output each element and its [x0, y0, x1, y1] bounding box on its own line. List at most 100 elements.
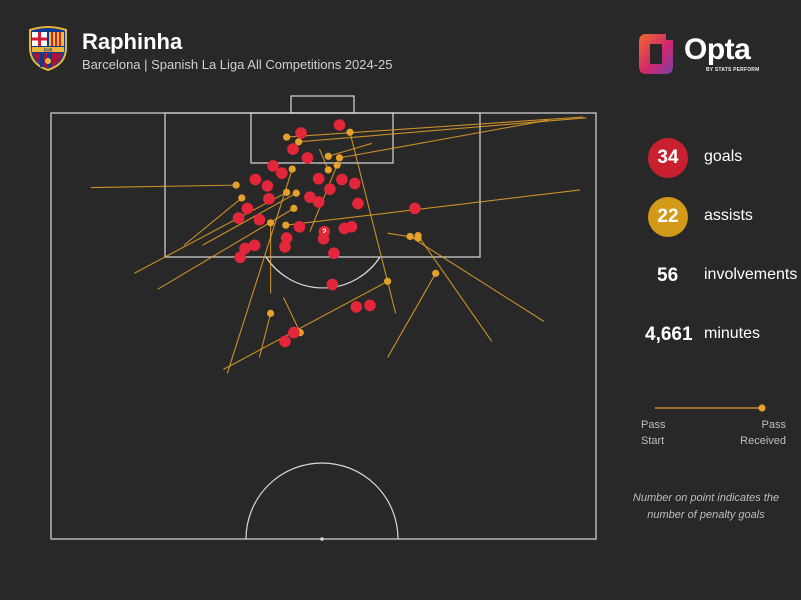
assist-pass-line-21 — [282, 297, 301, 333]
legend-end-line1: Pass — [761, 419, 786, 431]
assist-received-point-9 — [282, 221, 290, 229]
goal-point-35 — [288, 326, 300, 339]
assists-stat-circle: 22 — [648, 197, 688, 237]
assist-received-point-22 — [267, 309, 275, 317]
page-subtitle: Barcelona | Spanish La Liga All Competit… — [82, 57, 393, 72]
goal-point-31 — [234, 251, 246, 264]
involvements-label: involvements — [704, 266, 798, 283]
goal-layer: 2 — [232, 119, 421, 348]
assist-received-point-2 — [295, 138, 303, 146]
legend-pass-received: Pass Received — [720, 417, 786, 449]
assist-received-point-20 — [432, 269, 440, 277]
goal-point-11 — [261, 180, 274, 192]
assist-pass-line-13 — [349, 132, 397, 314]
assist-received-point-14 — [288, 165, 296, 173]
goal-point-7 — [312, 172, 325, 185]
assist-pass-line-22 — [258, 313, 272, 358]
goal-point-32 — [326, 278, 339, 291]
legend-graphic — [655, 404, 766, 412]
assist-pass-line-1 — [286, 116, 584, 138]
goal-point-5 — [267, 160, 279, 172]
pitch-markings — [50, 95, 597, 541]
goal-point-3 — [287, 143, 299, 155]
assists-label: assists — [704, 207, 753, 224]
goal-point-4 — [301, 152, 314, 164]
assist-received-point-6 — [238, 194, 246, 202]
goal-point-23 — [338, 222, 351, 235]
goal-point-9 — [249, 173, 262, 186]
assist-received-point-3 — [232, 181, 240, 189]
goal-point-12 — [324, 183, 336, 195]
goal-point-29 — [239, 242, 251, 255]
goal-point-10 — [348, 177, 361, 190]
assist-pass-line-6 — [183, 197, 243, 246]
goal-point-15 — [312, 196, 325, 208]
page-title: Raphinha — [82, 29, 183, 54]
assist-pass-line-18 — [409, 235, 545, 322]
goal-point-16 — [352, 197, 364, 210]
penalty-note: Number on point indicates the number of … — [632, 492, 780, 521]
assist-received-point-18 — [406, 232, 414, 241]
assist-received-point-11 — [324, 152, 332, 160]
goal-point-2 — [295, 127, 307, 139]
penalty-goals-label: 2 — [322, 228, 327, 237]
centre-circle — [245, 462, 399, 540]
opta-logo-icon — [639, 32, 674, 74]
goals-label: goals — [704, 148, 743, 165]
assist-pass-line-14 — [226, 168, 293, 374]
assist-layer — [91, 116, 587, 374]
penalty-arc — [265, 256, 381, 289]
legend-end-line2: Received — [740, 435, 786, 447]
minutes-value: 4,661 — [645, 324, 693, 345]
opta-brand-sub: BY STATS PERFORM — [706, 67, 760, 73]
goal-point-6 — [276, 167, 288, 179]
crest-letters: FCB — [44, 47, 53, 52]
goal-point-36 — [279, 335, 291, 348]
goal-point-26 — [317, 233, 330, 245]
goal-point-17 — [241, 202, 254, 215]
opta-brand: Opta — [684, 33, 751, 66]
assist-received-point-5 — [292, 189, 300, 197]
assist-received-point-17 — [414, 232, 422, 240]
assist-pass-line-9 — [285, 189, 581, 226]
goal-point-34 — [350, 301, 363, 313]
assist-pass-line-20 — [387, 273, 437, 358]
goal-point-18 — [409, 202, 421, 215]
assist-pass-line-15 — [318, 148, 329, 171]
assists-value: 22 — [657, 206, 679, 227]
minutes-label: minutes — [704, 325, 761, 342]
assist-pass-line-11 — [328, 142, 372, 157]
assist-received-point-7 — [290, 204, 298, 212]
goal-point-13 — [304, 191, 316, 203]
goal-point-21 — [293, 221, 306, 233]
assist-received-point-13 — [346, 128, 354, 136]
assist-pass-line-17 — [417, 235, 493, 342]
goal-point-14 — [263, 192, 275, 205]
legend-start-line2: Start — [641, 435, 665, 447]
goal-point-28 — [279, 241, 291, 253]
assist-pass-line-12 — [309, 164, 338, 232]
goal-point-1 — [333, 119, 346, 131]
assist-received-point-12 — [333, 161, 341, 169]
assist-pass-line-3 — [91, 184, 237, 189]
legend-start-line1: Pass — [641, 419, 666, 431]
centre-spot — [320, 537, 324, 541]
assist-pass-line-4 — [134, 191, 287, 274]
assist-pass-line-10 — [339, 119, 549, 159]
goal-point-20 — [253, 213, 266, 226]
assist-received-point-10 — [335, 154, 344, 162]
assist-received-point-15 — [324, 166, 332, 174]
goal — [290, 95, 355, 114]
goal-point-25 — [280, 232, 293, 244]
barcelona-crest-icon: FCB — [29, 26, 67, 72]
legend-pass-start: Pass Start — [641, 417, 665, 449]
goals-stat-circle: 34 — [648, 138, 688, 178]
goal-point-30 — [328, 247, 340, 260]
involvements-value: 56 — [657, 265, 679, 286]
assist-received-point-19 — [384, 277, 392, 285]
assist-received-point-1 — [283, 133, 291, 141]
assist-pass-line-5 — [202, 192, 297, 246]
assist-pass-line-7 — [157, 207, 295, 290]
goal-point-27 — [248, 239, 261, 252]
